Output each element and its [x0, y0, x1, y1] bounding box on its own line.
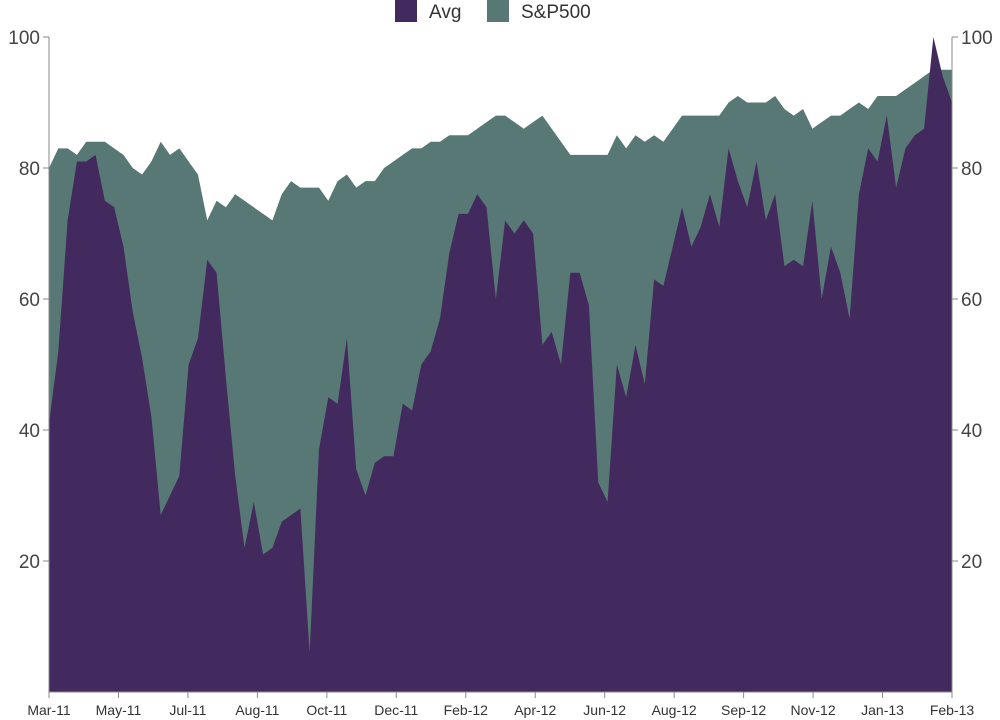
y-tick-label-right: 100 [961, 28, 993, 49]
x-tick-label: Feb-12 [444, 702, 489, 718]
x-tick-label: Mar-11 [27, 702, 71, 718]
x-tick-label: Aug-11 [235, 702, 279, 718]
x-tick-label: Feb-13 [930, 702, 975, 718]
legend-label-avg: Avg [429, 2, 461, 23]
y-tick-label-right: 40 [961, 421, 982, 442]
x-tick-label: Oct-11 [306, 702, 347, 718]
x-tick-label: Sep-12 [721, 702, 766, 718]
legend-label-sp500: S&P500 [521, 2, 591, 23]
x-tick-label: Jun-12 [583, 702, 626, 718]
plot-areas [49, 37, 952, 692]
x-tick-label: Dec-11 [374, 702, 418, 718]
x-tick-label: Jul-11 [169, 702, 206, 718]
x-tick-label: Apr-12 [514, 702, 556, 718]
y-tick-label-left: 40 [19, 421, 40, 442]
y-tick-label-left: 100 [8, 28, 40, 49]
legend-swatch-sp500 [487, 0, 509, 22]
x-tick-label: Jan-13 [861, 702, 904, 718]
y-tick-label-right: 20 [961, 552, 982, 573]
legend: Avg S&P500 [395, 0, 591, 23]
x-tick-label: May-11 [96, 702, 142, 718]
y-tick-label-right: 80 [961, 159, 982, 180]
y-tick-label-left: 80 [19, 159, 40, 180]
y-tick-label-left: 20 [19, 552, 40, 573]
area-series-avg [49, 37, 952, 692]
x-tick-label: Nov-12 [791, 702, 836, 718]
legend-swatch-avg [395, 0, 417, 22]
axes: 20 20 40 40 60 60 80 80 100 100 Mar-11 May-11 Jul-11… [8, 28, 992, 718]
y-tick-label-right: 60 [961, 290, 982, 311]
y-tick-label-left: 60 [19, 290, 40, 311]
x-tick-label: Aug-12 [652, 702, 697, 718]
